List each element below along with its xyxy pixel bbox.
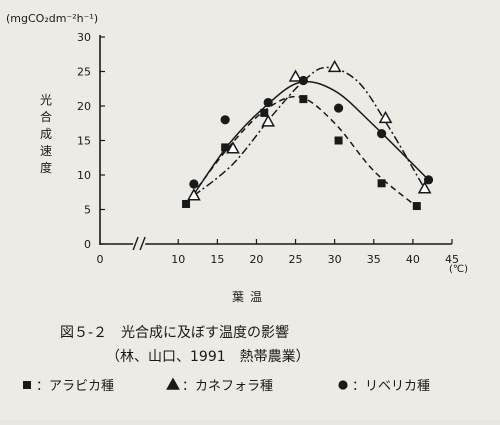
data-point-square [221, 143, 230, 152]
x-axis-label: 葉温 [232, 290, 268, 304]
y-tick-label: 30 [77, 31, 91, 44]
legend-label: ：アラビカ種 [36, 378, 114, 394]
data-point-triangle [186, 188, 201, 201]
y-unit-label: (mgCO₂dm⁻²h⁻¹) [6, 12, 98, 25]
data-point-circle [298, 75, 308, 86]
x-tick-label: 20 [249, 253, 263, 266]
data-point-square [260, 108, 269, 117]
y-tick-label: 20 [77, 100, 91, 113]
y-tick-label: 25 [77, 66, 91, 79]
y-tick-label: 10 [77, 169, 91, 182]
x-tick-label: 10 [171, 253, 185, 266]
data-point-circle [377, 129, 387, 139]
legend-label: ：カネフォラ種 [182, 378, 273, 394]
y-axis-label-char: 合 [40, 109, 52, 124]
y-axis-label-char: 速 [40, 144, 52, 158]
data-point-square [412, 202, 421, 211]
y-axis-label-char: 度 [40, 160, 52, 175]
x-tick-label: 0 [97, 253, 104, 266]
x-unit-label: (℃) [449, 264, 468, 275]
data-point-circle [220, 115, 230, 125]
x-tick-label: 25 [289, 253, 303, 266]
triangle-legend-icon [166, 377, 180, 390]
x-tick-label: 30 [328, 253, 342, 266]
legend: ：アラビカ種 ：カネフォラ種 ：リベリカ種 [23, 377, 430, 394]
data-point-circle [333, 103, 344, 113]
square-legend-icon [23, 381, 31, 389]
data-point-circle [423, 175, 434, 185]
data-point-triangle [226, 141, 240, 154]
axes: 0 5 10 15 20 25 30 0 10 15 20 25 30 35 40 45 [77, 31, 459, 266]
axis-break-gap [133, 240, 146, 248]
data-point-triangle [327, 59, 342, 73]
caption-title: 図５-２ 光合成に及ぼす温度の影響 [60, 324, 289, 341]
caption-source: （林、山口、1991 熱帯農業） [106, 349, 310, 365]
series-markers [182, 59, 434, 211]
data-point-square [377, 179, 386, 188]
y-tick-label: 5 [84, 204, 91, 217]
data-point-square [182, 199, 191, 208]
series-curve-square [185, 95, 418, 208]
data-point-triangle [378, 110, 393, 124]
y-tick-label: 0 [84, 238, 91, 251]
axis-break-mark [139, 236, 146, 251]
x-tick-label: 45 [445, 253, 459, 266]
data-point-square [334, 136, 343, 145]
series-curves [185, 66, 430, 208]
x-tick-label: 40 [406, 253, 420, 266]
data-point-circle [263, 97, 273, 108]
legend-label: ：リベリカ種 [352, 378, 430, 394]
series-curve-circle [193, 80, 430, 195]
data-point-triangle [261, 114, 276, 127]
series-curve-triangle [193, 66, 426, 197]
y-axis-label-char: 成 [40, 127, 52, 141]
x-tick-label: 35 [367, 253, 381, 266]
data-point-triangle [288, 69, 303, 82]
data-point-triangle [417, 181, 432, 194]
y-axis-label-char: 光 [40, 93, 52, 107]
circle-legend-icon [338, 380, 348, 390]
y-tick-label: 15 [77, 135, 91, 148]
axis-break-mark [132, 236, 139, 251]
x-tick-label: 15 [210, 253, 224, 266]
data-point-square [299, 95, 308, 104]
data-point-circle [189, 179, 199, 189]
